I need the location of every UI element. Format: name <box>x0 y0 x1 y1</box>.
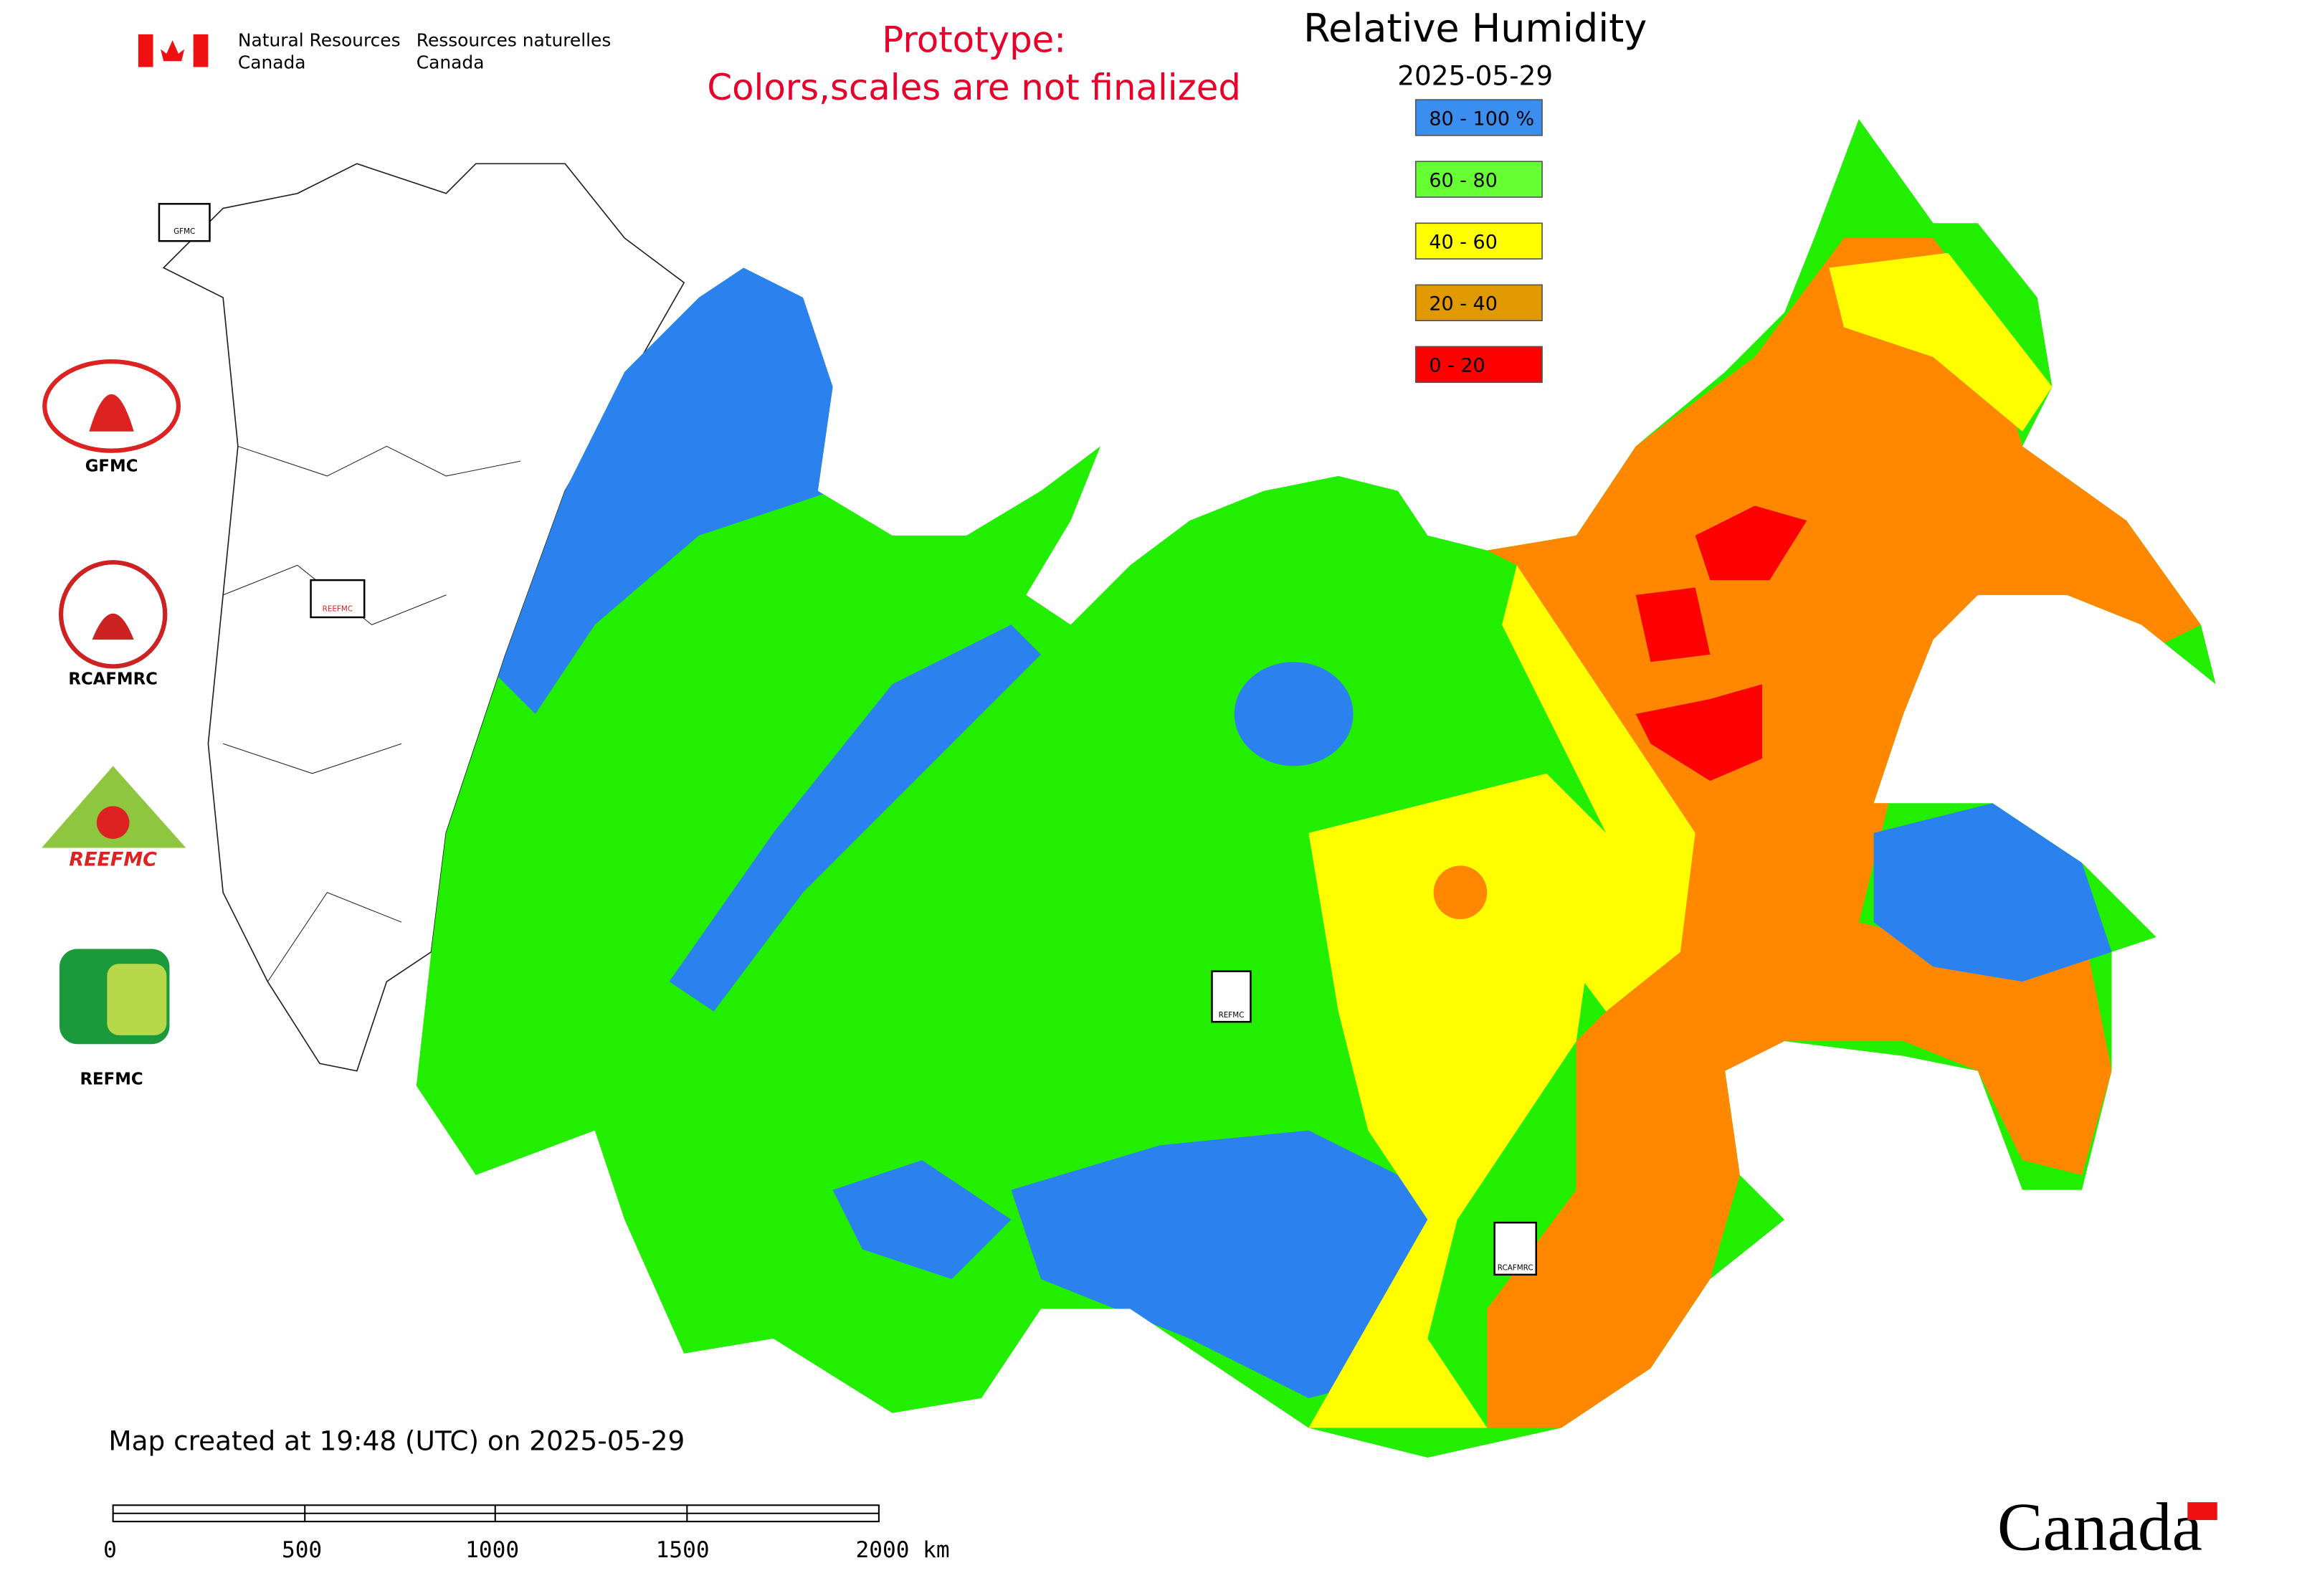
map-date: 2025-05-29 <box>1397 60 1553 91</box>
scale-label: 1000 <box>465 1537 519 1563</box>
created-note: Map created at 19:48 (UTC) on 2025-05-29 <box>108 1425 685 1457</box>
gov-signature: Natural Resources Canada Ressources natu… <box>138 29 612 73</box>
logos: GFMC RCAFMRC REEFMC REFMC <box>42 359 186 1088</box>
centre-markers <box>158 203 1537 1276</box>
org-name: Natural Resources <box>238 29 401 50</box>
org-name: Canada <box>417 52 485 73</box>
scale-bar <box>112 1504 880 1523</box>
logo-label: REEFMC <box>69 848 157 870</box>
logo-label: RCAFMRC <box>68 670 157 688</box>
scale-label: 500 <box>282 1537 322 1563</box>
marker-label: RCAFMRC <box>1498 1264 1533 1273</box>
wordmark-flag <box>2187 1502 2217 1521</box>
map-title: Relative Humidity <box>1303 6 1647 51</box>
scale-label: 2000 km <box>856 1537 950 1563</box>
legend-swatch <box>1414 346 1543 384</box>
notice: Prototype: <box>882 19 1066 61</box>
legend-label: 40 - 60 <box>1429 232 1497 254</box>
legend-label: 0 - 20 <box>1429 355 1485 377</box>
logo-label: GFMC <box>85 457 138 476</box>
legend-swatch <box>1414 161 1543 198</box>
legend-label: 60 - 80 <box>1429 169 1497 191</box>
scale-label: 1500 <box>656 1537 710 1563</box>
legend: 80 - 100 % 60 - 80 40 - 60 20 - 40 0 - 20 <box>1414 99 1543 384</box>
legend-swatch <box>1414 284 1543 321</box>
org-name: Canada <box>238 52 306 73</box>
marker-label: REEFMC <box>323 605 353 614</box>
legend-label: 20 - 40 <box>1429 293 1497 315</box>
legend-swatch <box>1414 99 1543 136</box>
org-name: Ressources naturelles <box>417 29 612 50</box>
legend-swatch <box>1414 222 1543 260</box>
humidity-field <box>416 119 2216 1458</box>
marker-label: GFMC <box>173 227 195 236</box>
legend-label: 80 - 100 % <box>1429 108 1534 130</box>
marker-label: REFMC <box>1219 1011 1245 1020</box>
scale-label: 0 <box>103 1537 117 1563</box>
logo-label: REFMC <box>80 1070 143 1088</box>
wordmark: Canada <box>1997 1489 2202 1565</box>
notice: Colors,scales are not finalized <box>707 67 1241 108</box>
